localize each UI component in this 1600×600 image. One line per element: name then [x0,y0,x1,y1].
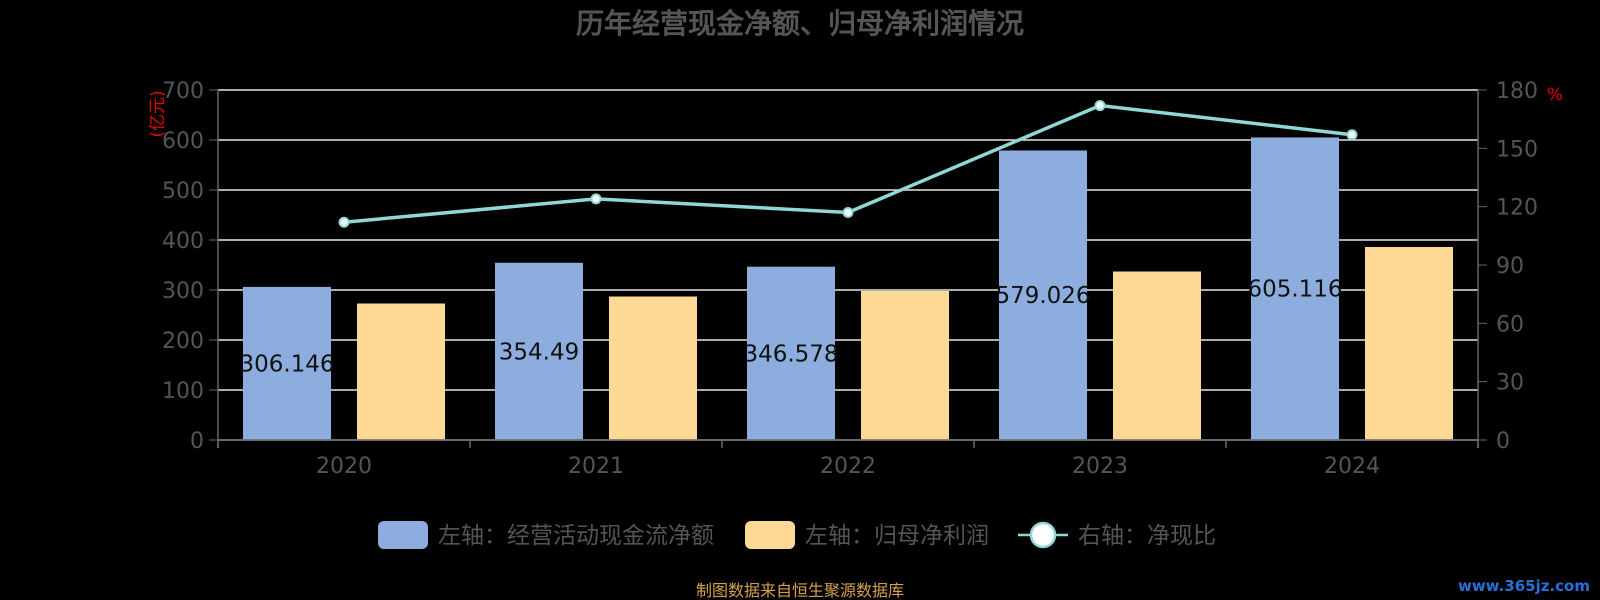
ratio-point [1346,129,1358,141]
left-tick-label: 700 [162,79,204,104]
legend-swatch [378,521,428,549]
left-tick-label: 300 [162,279,204,304]
left-axis-unit: (亿元) [148,90,168,137]
axes: 0 100 200 300 400 500 600 700 0 30 60 90 120 150 180 20… [162,79,1538,479]
right-tick-label: 180 [1496,79,1538,104]
ratio-line [338,100,1358,228]
ratio-point [338,216,350,228]
bar-data-label: 579.026 [995,283,1090,309]
bar-data-label: 354.49 [499,339,579,365]
right-tick-label: 150 [1496,137,1538,162]
legend: 左轴：经营活动现金流净额 左轴：归母净利润 右轴：净现比 [378,521,1216,549]
chart-title: 历年经营现金净额、归母净利润情况 [576,7,1024,40]
bar [1251,137,1339,440]
bar-data-label: 605.116 [1247,277,1342,303]
bar [495,262,583,440]
watermark: www.365jz.com [1458,577,1590,595]
left-tick-label: 600 [162,129,204,154]
ratio-point [842,207,854,218]
left-tick-label: 200 [162,329,204,354]
legend-label: 左轴：经营活动现金流净额 [438,523,714,549]
legend-marker [1029,521,1057,549]
bar-data-label: 346.578 [743,341,838,367]
bar [1113,271,1201,440]
left-tick-label: 400 [162,229,204,254]
bar [357,303,445,440]
bar-data-label: 306.146 [239,351,334,377]
bar [609,296,697,440]
left-tick-label: 0 [190,429,204,454]
bar [747,266,835,440]
right-tick-label: 60 [1496,312,1524,337]
left-tick-label: 100 [162,379,204,404]
right-axis-unit: % [1547,85,1563,105]
source-note: 制图数据来自恒生聚源数据库 [696,581,904,600]
right-tick-label: 90 [1496,254,1524,279]
legend-label: 右轴：净现比 [1078,523,1216,549]
x-tick-label: 2022 [820,454,876,479]
ratio-point [590,193,602,205]
left-tick-label: 500 [162,179,204,204]
x-tick-label: 2024 [1324,454,1380,479]
ratio-point [1094,100,1106,112]
bar [243,286,331,440]
x-tick-label: 2023 [1072,454,1128,479]
bar [999,150,1087,440]
ratio-line-path [343,103,1353,224]
bar [1365,247,1453,440]
right-tick-label: 0 [1496,429,1510,454]
x-tick-label: 2020 [316,454,372,479]
bar [861,291,949,440]
legend-swatch [745,521,795,549]
right-tick-label: 30 [1496,371,1524,396]
legend-label: 左轴：归母净利润 [805,523,989,549]
x-tick-label: 2021 [568,454,624,479]
right-tick-label: 120 [1496,196,1538,221]
bars: 306.146 354.49 346.578 579.026 605.116 [239,137,1453,440]
